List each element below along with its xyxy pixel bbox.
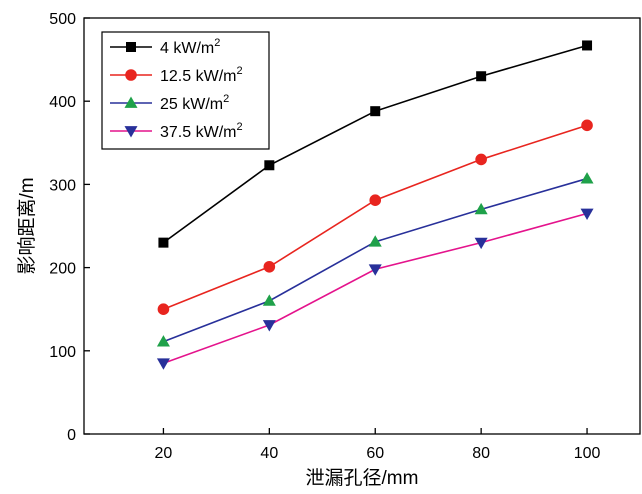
data-point-marker: [262, 294, 276, 306]
y-axis-ticks: 0 100 200 300 400 500: [49, 11, 90, 444]
x-tick-label: 100: [574, 445, 601, 462]
data-point-marker: [474, 202, 488, 215]
data-point-marker: [581, 119, 593, 132]
y-tick-label: 300: [49, 177, 76, 194]
x-tick-label: 80: [472, 445, 490, 462]
data-point-marker: [474, 237, 488, 250]
legend-label-name: 25 kW/m: [160, 96, 223, 113]
x-tick-label: 20: [155, 445, 173, 462]
legend-label-name: 12.5 kW/m: [160, 68, 236, 85]
data-point-marker: [475, 153, 487, 166]
series-line: [163, 124, 588, 310]
data-point-marker: [263, 260, 276, 273]
data-point-marker: [476, 71, 487, 82]
data-point-marker: [158, 237, 169, 248]
plot-area-frame: [83, 17, 641, 435]
data-point-marker: [264, 160, 275, 171]
y-tick-label: 200: [49, 261, 76, 278]
legend-label: 12.5 kW/m2: [160, 65, 243, 85]
data-point-marker: [580, 172, 594, 184]
data-point-marker: [157, 303, 170, 316]
y-tick-label: 100: [49, 344, 76, 361]
legend-label: 4 kW/m2: [160, 37, 220, 57]
y-tick-label: 500: [49, 11, 76, 28]
y-tick-label: 0: [67, 427, 76, 444]
data-point-marker: [370, 106, 381, 117]
legend-label-name: 4 kW/m: [160, 40, 214, 57]
y-tick-label: 400: [49, 94, 76, 111]
data-point-marker: [369, 194, 382, 207]
x-axis-ticks: 20 40 60 80 100: [155, 428, 601, 462]
legend-label-superscript: 2: [214, 37, 220, 49]
data-point-marker: [124, 126, 138, 138]
x-tick-label: 40: [260, 445, 278, 462]
data-point-marker: [125, 69, 137, 81]
legend-label-superscript: 2: [236, 121, 242, 133]
data-point-marker: [262, 320, 276, 332]
x-axis-title: 泄漏孔径/mm: [306, 467, 419, 489]
legend-label-superscript: 2: [236, 65, 242, 77]
legend-label: 25 kW/m2: [160, 93, 229, 113]
data-point-marker: [580, 208, 594, 221]
data-point-marker: [582, 40, 593, 51]
data-point-marker: [156, 358, 170, 370]
data-point-marker: [124, 96, 138, 108]
series-layer: [156, 40, 594, 370]
data-point-marker: [368, 264, 382, 276]
x-tick-label: 60: [366, 445, 384, 462]
data-point-marker: [126, 42, 136, 52]
legend-label: 37.5 kW/m2: [160, 121, 243, 141]
data-point-marker: [156, 335, 170, 347]
y-axis-title: 影响距离/m: [16, 177, 38, 274]
data-point-marker: [368, 235, 382, 247]
legend-label-superscript: 2: [223, 93, 229, 105]
legend-label-name: 37.5 kW/m: [160, 124, 236, 141]
